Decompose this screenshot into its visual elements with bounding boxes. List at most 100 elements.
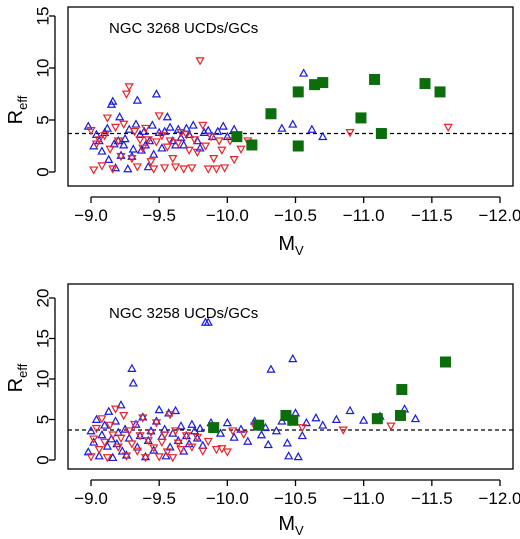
triangle-up-point — [218, 121, 228, 130]
triangle-down-point — [140, 454, 151, 463]
triangle-down-point — [219, 164, 230, 173]
triangle-up-point — [100, 420, 110, 429]
triangle-down-point — [102, 454, 112, 463]
triangle-down-point — [157, 132, 167, 141]
square-point — [292, 140, 304, 152]
triangle-down-point — [162, 448, 172, 457]
triangle-down-point — [209, 155, 219, 164]
square-point — [280, 409, 292, 421]
triangle-up-point — [410, 413, 421, 423]
y-tick-label: 20 — [34, 289, 53, 308]
triangle-up-point — [331, 414, 342, 423]
triangle-up-point — [359, 415, 369, 424]
y-tick-label: 0 — [34, 167, 53, 176]
triangle-up-point — [91, 414, 102, 423]
triangle-down-point — [135, 432, 145, 441]
triangle-up-point — [120, 133, 130, 143]
triangle-down-point — [138, 414, 148, 423]
x-tick-label: −12.0 — [478, 206, 520, 225]
triangle-up-point — [318, 420, 328, 429]
square-point — [439, 356, 451, 368]
triangle-up-point — [128, 144, 138, 153]
triangle-up-point — [151, 416, 162, 425]
triangle-down-point — [236, 145, 246, 154]
triangle-down-point — [124, 427, 134, 436]
y-tick-label: 5 — [34, 115, 53, 124]
triangle-up-point — [188, 120, 198, 129]
triangle-down-point — [211, 445, 222, 455]
triangle-down-point — [94, 136, 104, 145]
x-tick-label: −11.0 — [343, 206, 385, 225]
triangle-down-point — [187, 164, 197, 173]
x-tick-label: −10.5 — [274, 489, 317, 508]
triangle-down-point — [121, 90, 132, 99]
triangle-up-point — [198, 440, 208, 449]
triangle-up-point — [97, 146, 107, 155]
triangle-down-point — [119, 411, 129, 421]
y-axis-title-main: R — [5, 110, 27, 124]
x-tick-label: −11.5 — [411, 206, 453, 225]
triangle-up-point — [128, 378, 138, 387]
triangle-down-point — [198, 447, 208, 456]
triangle-down-point — [203, 165, 213, 174]
y-tick-label: 0 — [34, 455, 53, 464]
triangle-down-point — [86, 126, 96, 136]
square-point — [265, 108, 277, 120]
x-ticks: −9.0 −9.5 −10.0 −10.5 −11.0 −11.5 −12.0 — [74, 197, 520, 225]
triangle-down-point — [239, 430, 249, 439]
y-axis-title: Reff — [5, 363, 30, 392]
triangle-up-point — [108, 452, 118, 462]
triangle-up-point — [203, 125, 213, 134]
triangle-up-point — [119, 140, 129, 149]
triangle-down-point — [110, 405, 121, 414]
square-point — [309, 79, 321, 91]
triangle-down-point — [149, 444, 159, 453]
y-axis-title: Reff — [5, 95, 30, 124]
triangle-down-point — [132, 447, 142, 456]
y-axis-title-sub: eff — [15, 95, 30, 110]
triangle-down-point — [297, 424, 307, 433]
square-point — [371, 413, 383, 425]
triangle-up-point — [149, 149, 159, 158]
plot-frame — [67, 283, 514, 470]
triangle-up-point — [179, 140, 189, 149]
triangle-down-point — [157, 438, 167, 448]
triangle-up-point — [184, 129, 194, 139]
square-point — [253, 419, 265, 431]
x-tick-label: −10.5 — [274, 206, 317, 225]
triangle-down-point — [143, 437, 153, 446]
triangle-up-point — [120, 424, 130, 433]
triangle-up-point — [207, 131, 217, 141]
triangle-down-point — [91, 424, 102, 434]
triangle-up-point — [110, 163, 121, 172]
square-point — [369, 73, 381, 85]
triangle-up-point — [307, 124, 317, 133]
triangle-up-point — [213, 126, 223, 135]
triangle-down-point — [179, 165, 189, 174]
triangle-up-point — [116, 150, 126, 159]
triangle-down-point — [160, 431, 170, 440]
triangle-down-point — [206, 133, 216, 142]
triangle-down-point — [173, 139, 183, 148]
triangle-down-point — [211, 165, 222, 174]
triangle-down-point — [127, 440, 137, 449]
triangle-up-point — [243, 436, 253, 445]
triangle-up-point — [151, 89, 162, 98]
triangle-down-point — [338, 426, 348, 435]
triangle-up-point — [187, 419, 197, 428]
square-point — [287, 414, 299, 426]
triangle-up-point — [288, 353, 298, 363]
triangle-down-point — [130, 127, 140, 137]
data-marks — [83, 317, 451, 463]
square-point — [292, 86, 304, 98]
triangle-up-point — [131, 419, 141, 428]
triangle-down-point — [121, 452, 132, 461]
triangle-up-point — [165, 122, 175, 131]
triangle-down-point — [94, 445, 104, 455]
triangle-down-point — [113, 443, 123, 452]
triangle-up-point — [299, 68, 309, 77]
triangle-up-point — [170, 405, 181, 415]
square-point — [231, 131, 243, 143]
triangle-up-point — [121, 450, 132, 459]
square-point — [246, 139, 258, 151]
